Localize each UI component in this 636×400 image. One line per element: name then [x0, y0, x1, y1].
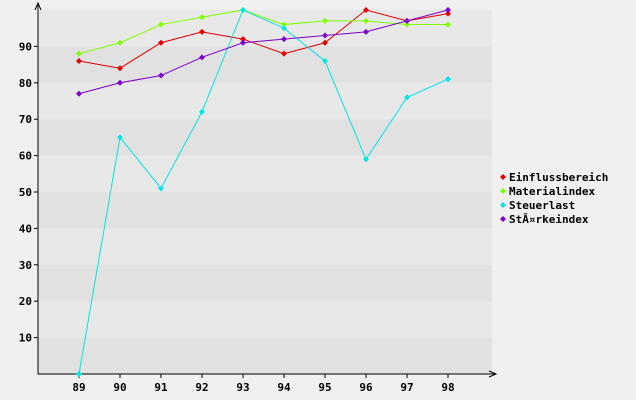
series-3: [76, 7, 451, 377]
x-tick-label: 96: [359, 381, 373, 394]
data-point: [445, 7, 451, 13]
data-point: [76, 90, 82, 97]
data-point: [281, 25, 287, 32]
y-tick-label: 20: [19, 295, 32, 308]
x-tick-label: 92: [195, 381, 208, 394]
series-line: [78, 9, 449, 95]
series-4: [76, 7, 451, 97]
data-point: [281, 36, 287, 43]
legend-marker: [500, 188, 506, 194]
data-point: [240, 39, 246, 46]
series-line: [78, 9, 449, 69]
grid-bands: [38, 10, 492, 374]
grid-band: [38, 155, 492, 192]
data-point: [363, 7, 369, 13]
data-point: [281, 21, 287, 28]
y-axis-arrow: [34, 1, 42, 11]
data-point: [158, 185, 164, 192]
data-point: [363, 156, 369, 163]
x-tick-label: 97: [400, 381, 413, 394]
legend-item: Materialindex: [500, 185, 595, 198]
data-point: [117, 134, 123, 141]
grid-band: [38, 301, 492, 338]
grid-band: [38, 46, 492, 83]
legend-item: Einflussbereich: [500, 171, 608, 184]
grid-band: [38, 264, 492, 302]
data-point: [445, 10, 451, 17]
y-tick-label: 90: [19, 40, 32, 53]
y-tick-label: 30: [19, 259, 32, 272]
legend-label: Materialindex: [509, 185, 595, 198]
data-point: [76, 371, 82, 377]
series-2: [76, 7, 451, 57]
series-line: [78, 9, 449, 375]
data-point: [117, 79, 123, 86]
x-tick-label: 98: [441, 381, 454, 394]
data-point: [76, 50, 82, 57]
data-point: [322, 32, 328, 39]
x-tick-label: 90: [113, 381, 126, 394]
data-point: [404, 94, 410, 101]
y-tick-label: 70: [19, 113, 32, 126]
data-point: [199, 54, 205, 61]
data-point: [158, 72, 164, 79]
y-tick-label: 60: [19, 150, 32, 163]
data-point: [199, 28, 205, 35]
data-point: [199, 108, 205, 115]
data-point: [240, 7, 246, 13]
y-tick-label: 80: [19, 77, 32, 90]
x-tick-label: 94: [277, 381, 291, 394]
data-point: [363, 28, 369, 35]
x-tick-label: 93: [236, 381, 249, 394]
x-axis-arrow: [488, 370, 498, 378]
data-point: [404, 21, 410, 28]
y-axis-ticks: 10 20 30 40 50 60 70 80 90: [19, 40, 38, 345]
data-point: [363, 17, 369, 24]
series-line: [78, 9, 448, 55]
x-tick-label: 91: [154, 381, 168, 394]
data-point: [117, 39, 123, 46]
data-point: [158, 21, 164, 28]
legend-label: Steuerlast: [509, 199, 575, 212]
data-point: [322, 57, 328, 64]
y-tick-label: 50: [19, 186, 32, 199]
legend-item: StÃ¤rkeindex: [500, 213, 589, 226]
legend-label: Einflussbereich: [509, 171, 608, 184]
y-tick-label: 40: [19, 222, 32, 235]
data-point: [445, 76, 451, 83]
series-group: [76, 7, 451, 377]
grid-band: [38, 228, 492, 265]
data-point: [404, 17, 410, 24]
axes: [34, 1, 498, 378]
grid-band: [38, 192, 492, 229]
x-axis-ticks: 89 90 91 92 93 94 95 96 97 98: [72, 374, 455, 394]
data-point: [158, 39, 164, 46]
grid-band: [38, 82, 492, 120]
data-point: [445, 21, 451, 28]
legend-item: Steuerlast: [500, 199, 575, 212]
y-tick-label: 10: [19, 332, 32, 345]
legend-marker: [500, 174, 506, 180]
data-point: [322, 39, 328, 46]
legend-marker: [500, 216, 506, 222]
x-tick-label: 89: [72, 381, 85, 394]
grid-band: [38, 337, 492, 374]
data-point: [117, 65, 123, 72]
data-point: [199, 14, 205, 21]
data-point: [240, 36, 246, 43]
x-tick-label: 95: [318, 381, 331, 394]
data-point: [76, 57, 82, 64]
legend-label: StÃ¤rkeindex: [509, 213, 589, 226]
grid-band: [38, 119, 492, 156]
data-point: [281, 50, 287, 57]
legend: EinflussbereichMaterialindexSteuerlastSt…: [500, 171, 608, 226]
legend-marker: [500, 202, 506, 208]
data-point: [322, 17, 328, 24]
